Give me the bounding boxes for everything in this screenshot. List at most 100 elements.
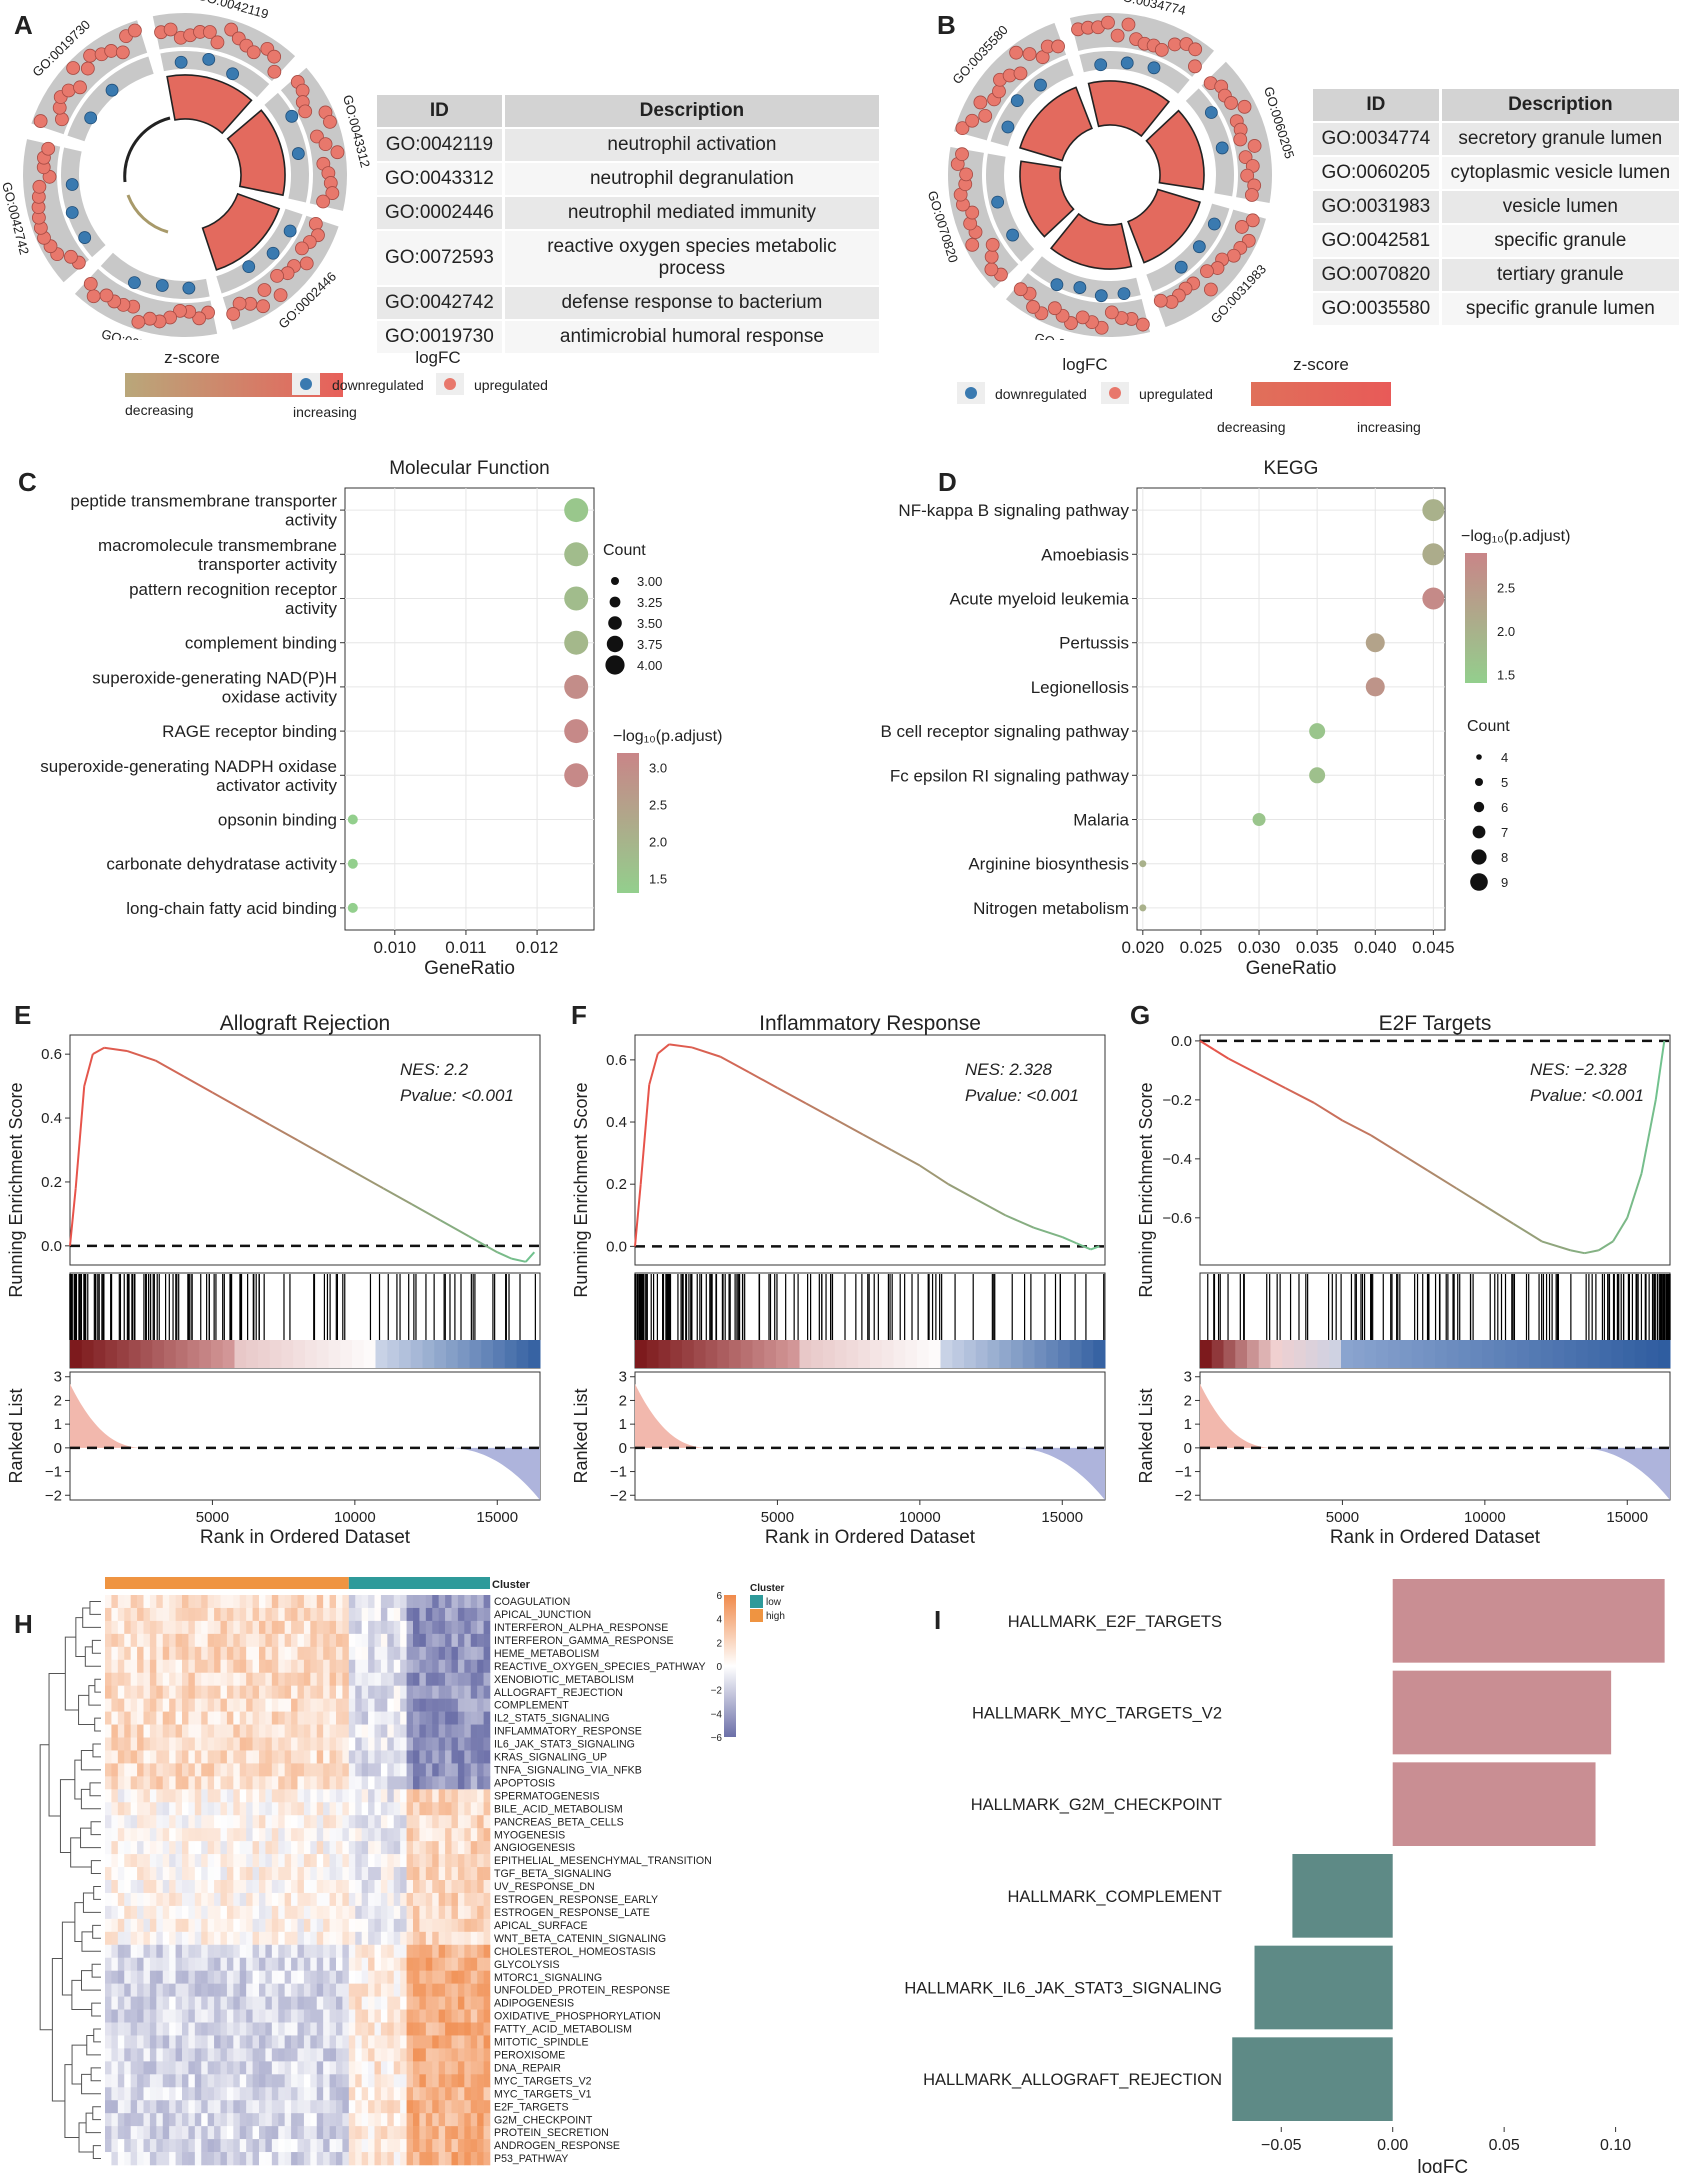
heatmap-cell	[130, 2139, 138, 2153]
heatmap-cell	[355, 1867, 362, 1881]
heatmap-cell	[464, 2113, 472, 2127]
heatmap-cell	[470, 1607, 478, 1622]
heatmap-cell	[483, 1905, 491, 1920]
heatmap-cell	[457, 1724, 465, 1738]
heatmap-cell	[483, 2087, 491, 2101]
heatmap-cell	[194, 2035, 202, 2049]
heatmap-cell	[156, 2061, 164, 2075]
heatmap-cell	[233, 1789, 241, 1803]
heatmap-cell	[316, 2074, 324, 2088]
heatmap-cell	[252, 1737, 260, 1751]
heatmap-cell	[105, 2100, 112, 2114]
heatmap-cell	[316, 1711, 324, 1725]
heatmap-cell	[111, 1750, 119, 1764]
rank-color-band	[1247, 1340, 1260, 1368]
heatmap-cell	[201, 1944, 208, 1959]
heatmap-cell	[342, 1996, 350, 2010]
es-curve-segment	[639, 1084, 651, 1185]
heatmap-cell	[336, 1620, 343, 1635]
heatmap-cell	[175, 1607, 183, 1622]
x-tick-label: 10000	[334, 1509, 376, 1526]
x-tick-label: 0.030	[1238, 938, 1281, 957]
heatmap-cell	[457, 2022, 465, 2036]
heatmap-cell	[374, 2048, 382, 2062]
table-row: GO:0042581 specific granule	[1313, 223, 1679, 258]
y-category-label: Acute myeloid leukemia	[949, 590, 1129, 609]
heatmap-cell	[355, 1789, 362, 1803]
heatmap-cell	[220, 2061, 228, 2075]
heatmap-cell	[470, 2035, 478, 2049]
rank-color-band	[940, 1340, 953, 1368]
heatmap-cell	[239, 2048, 247, 2062]
heatmap-cell	[201, 2035, 208, 2049]
heatmap-cell	[124, 1646, 131, 1661]
heatmap-cell	[149, 1944, 157, 1959]
x-axis-title: Rank in Ordered Dataset	[765, 1527, 976, 1548]
heatmap-cell	[432, 1996, 439, 2010]
heatmap-row-label: WNT_BETA_CATENIN_SIGNALING	[494, 1933, 666, 1945]
heatmap-cell	[226, 1737, 234, 1751]
heatmap-cell	[419, 1685, 427, 1699]
heatmap-cell	[284, 2074, 292, 2088]
heatmap-cell	[368, 1957, 375, 1971]
heatmap-cell	[438, 1763, 446, 1777]
heatmap-cell	[451, 1880, 459, 1894]
heatmap-cell	[374, 1750, 382, 1764]
heatmap-cell	[425, 2113, 433, 2127]
heatmap-cell	[162, 2022, 170, 2036]
heatmap-cell	[457, 1659, 465, 1674]
heatmap-cell	[252, 2048, 260, 2062]
heatmap-row-label: G2M_CHECKPOINT	[494, 2114, 593, 2126]
y-category-label: Arginine biosynthesis	[968, 855, 1129, 874]
rank-color-band	[635, 1340, 648, 1368]
heatmap-cell	[451, 1698, 459, 1712]
heatmap-cell	[143, 2061, 151, 2075]
heatmap-cell	[188, 1646, 196, 1661]
heatmap-cell	[201, 1646, 208, 1661]
heatmap-cell	[239, 1996, 247, 2010]
heatmap-row-label: APOPTOSIS	[494, 1777, 555, 1789]
heatmap-cell	[310, 1750, 318, 1764]
heatmap-cell	[220, 1802, 228, 1816]
heatmap-cell	[470, 2074, 478, 2088]
heatmap-cell	[438, 1724, 446, 1738]
heatmap-cell	[413, 1802, 420, 1816]
y-tick-label: 1	[1184, 1416, 1192, 1433]
heatmap-cell	[477, 1607, 484, 1622]
heatmap-cell	[419, 1996, 427, 2010]
heatmap-cell	[271, 1802, 279, 1816]
heatmap-cell	[233, 1905, 241, 1920]
heatmap-cell	[425, 1854, 433, 1868]
heatmap-cell	[194, 1880, 202, 1894]
heatmap-cell	[336, 1633, 343, 1648]
heatmap-cell	[284, 1737, 292, 1751]
heatmap-cell	[143, 1620, 151, 1635]
heatmap-cell	[182, 1750, 189, 1764]
heatmap-cell	[226, 2113, 234, 2127]
heatmap-cell	[226, 1763, 234, 1777]
heatmap-cell	[368, 1983, 375, 1997]
heatmap-cell	[438, 1698, 446, 1712]
heatmap-cell	[233, 1607, 241, 1622]
heatmap-cell	[124, 2126, 131, 2140]
heatmap-cell	[400, 2087, 407, 2101]
heatmap-cell	[470, 1841, 478, 1855]
heatmap-cell	[387, 2087, 395, 2101]
size-legend-dot	[1472, 825, 1486, 839]
heatmap-cell	[368, 2035, 375, 2049]
es-curve-segment	[126, 1050, 156, 1062]
gene-dot-up	[1224, 96, 1239, 110]
heatmap-cell	[226, 1646, 234, 1661]
nes-label: NES: 2.328	[965, 1060, 1052, 1079]
heatmap-cell	[162, 2035, 170, 2049]
heatmap-cell	[413, 1633, 420, 1648]
heatmap-cell	[336, 1854, 343, 1868]
heatmap-cell	[188, 2048, 196, 2062]
heatmap-row-label: COMPLEMENT	[494, 1700, 569, 1712]
heatmap-cell	[355, 2152, 362, 2166]
rank-color-band	[1435, 1340, 1448, 1368]
gene-dot-up	[210, 35, 225, 50]
heatmap-row-label: CHOLESTEROL_HOMEOSTASIS	[494, 1946, 656, 1958]
heatmap-cell	[419, 1620, 427, 1635]
heatmap-cell	[316, 1970, 324, 1984]
